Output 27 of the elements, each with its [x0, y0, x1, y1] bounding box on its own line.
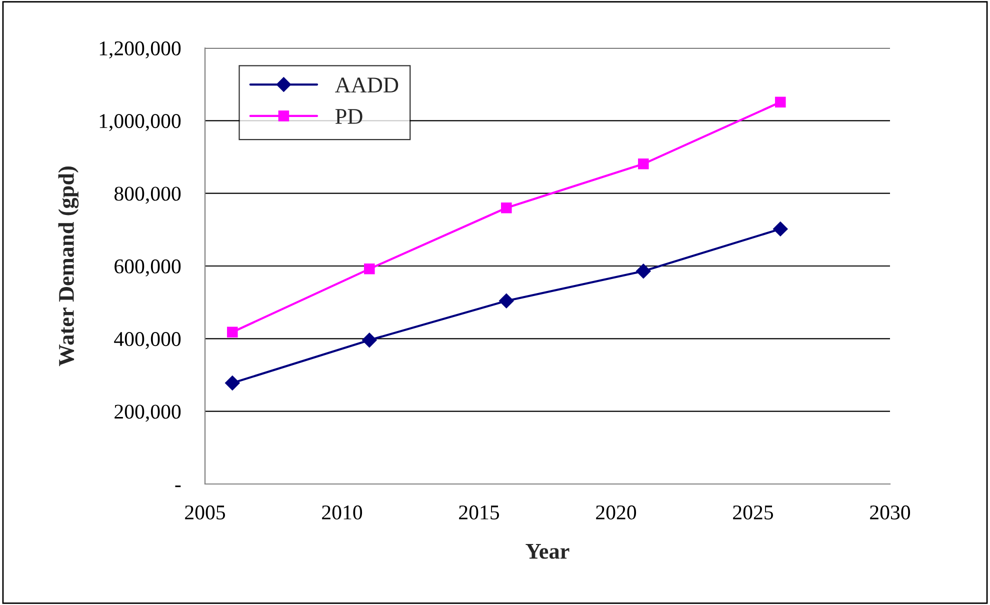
legend-label: PD	[335, 109, 362, 124]
y-axis-title: Water Demand (gpd)	[58, 166, 79, 366]
point	[773, 222, 788, 236]
x-axis-title: Year	[526, 544, 570, 559]
point	[362, 332, 377, 348]
x-tick-label: 2015	[459, 505, 500, 520]
y-tick-label: 1,200,000	[100, 41, 181, 58]
x-tick-label: 2010	[322, 505, 362, 520]
point	[225, 376, 240, 390]
legend-label: AADD	[335, 78, 398, 92]
point	[501, 202, 512, 214]
point	[636, 264, 651, 278]
y-tick-label: 400,000	[114, 332, 181, 350]
x-tick-label: 2025	[733, 505, 774, 520]
y-tick-label: 600,000	[114, 259, 181, 276]
y-tick-label: 800,000	[114, 186, 181, 204]
point	[499, 293, 514, 308]
y-tick-label: 1,000,000	[100, 114, 181, 132]
point	[364, 264, 375, 274]
y-tick-label: 200,000	[114, 404, 181, 422]
point	[227, 326, 238, 338]
point	[775, 96, 786, 108]
y-tick-label: -	[175, 486, 181, 488]
x-tick-label: 2020	[596, 505, 636, 520]
point	[638, 158, 649, 170]
x-tick-label: 2005	[185, 505, 226, 520]
x-tick-label: 2030	[870, 505, 910, 520]
